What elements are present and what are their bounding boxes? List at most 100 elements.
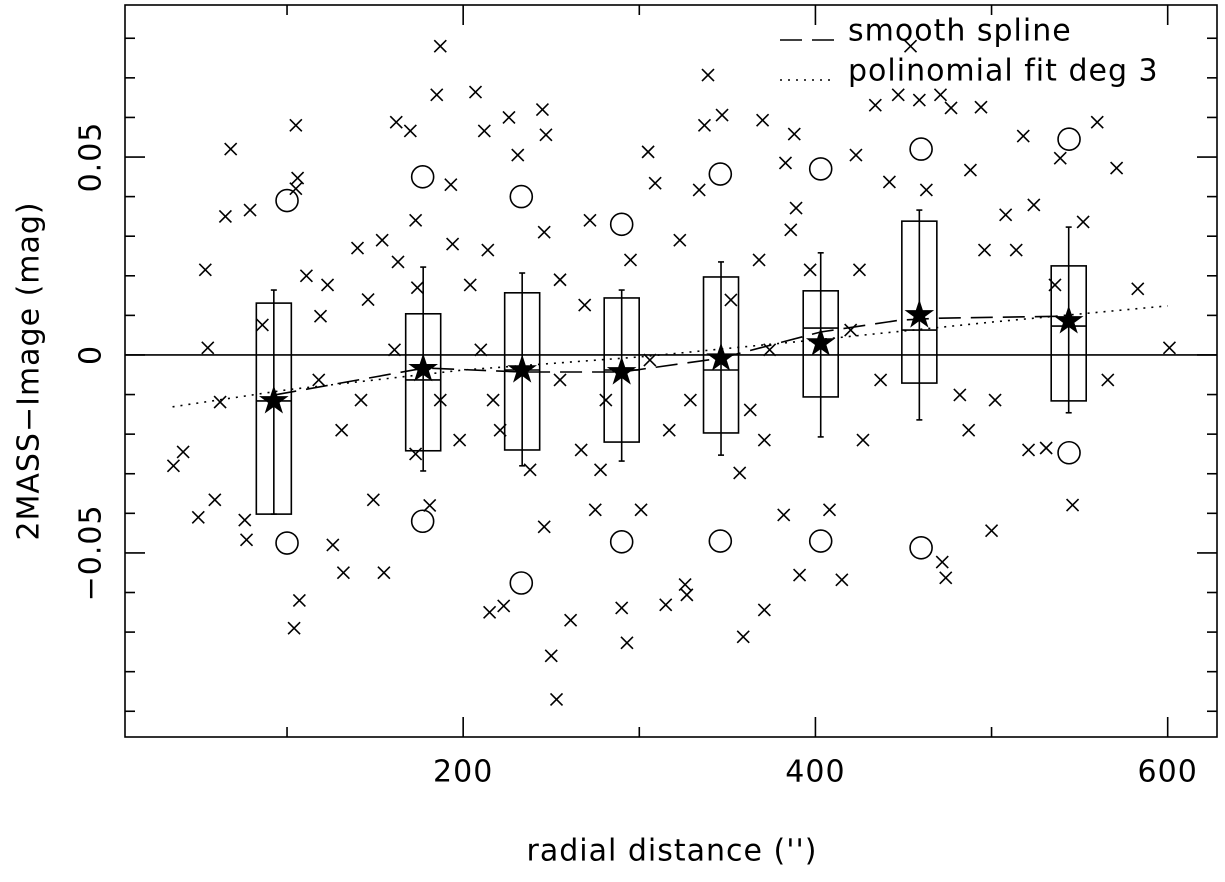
- cross-stroke: [474, 343, 488, 357]
- cross-stroke: [974, 100, 988, 114]
- cross-stroke: [191, 510, 205, 524]
- cross-stroke: [1110, 161, 1124, 175]
- cross-point: [423, 498, 437, 512]
- cross-point: [176, 445, 190, 459]
- cross-stroke: [984, 524, 999, 538]
- cross-stroke: [673, 233, 687, 247]
- cross-point: [477, 124, 491, 138]
- cross-point: [777, 508, 791, 522]
- cross-point: [974, 100, 988, 114]
- cross-stroke: [1101, 373, 1115, 387]
- cross-stroke: [481, 243, 495, 257]
- cross-point: [468, 85, 483, 99]
- cross-stroke: [553, 373, 567, 387]
- cross-point: [701, 68, 715, 82]
- cross-stroke: [320, 278, 335, 292]
- cross-point: [1101, 373, 1115, 387]
- cross-stroke: [874, 373, 888, 387]
- cross-point: [433, 39, 447, 53]
- cross-point: [999, 208, 1013, 222]
- cross-point: [620, 636, 634, 650]
- cross-point: [289, 182, 303, 196]
- cross-point: [1027, 198, 1041, 212]
- cross-stroke: [409, 213, 423, 227]
- cross-point: [715, 108, 729, 122]
- cross-stroke: [822, 503, 837, 517]
- cross-point: [778, 156, 793, 170]
- cross-stroke: [1039, 441, 1053, 455]
- cross-stroke: [430, 88, 444, 102]
- cross-point: [539, 128, 553, 142]
- cross-point: [944, 101, 958, 115]
- cross-point: [683, 393, 697, 407]
- cross-stroke: [757, 433, 771, 447]
- cross-stroke: [444, 178, 458, 192]
- box: [901, 220, 938, 384]
- outlier-point: [275, 531, 299, 555]
- mean-star: [507, 354, 537, 383]
- cross-stroke: [549, 692, 564, 706]
- outlier-point: [609, 530, 634, 554]
- box: [1050, 265, 1087, 402]
- cross-point: [537, 520, 551, 534]
- cross-point: [1076, 215, 1090, 229]
- cross-point: [326, 538, 340, 552]
- cross-stroke: [599, 393, 613, 407]
- cross-stroke: [715, 108, 729, 122]
- cross-stroke: [292, 593, 306, 607]
- cross-stroke: [377, 566, 391, 580]
- cross-stroke: [634, 503, 648, 517]
- cross-point: [662, 423, 676, 437]
- y-tick-label: 0.05: [74, 122, 109, 193]
- cross-point: [919, 183, 933, 197]
- cross-point: [312, 373, 326, 387]
- cross-stroke: [662, 423, 676, 437]
- cross-stroke: [953, 388, 967, 402]
- cross-stroke: [224, 142, 238, 156]
- cross-stroke: [648, 176, 662, 190]
- cross-stroke: [361, 292, 375, 307]
- cross-stroke: [1131, 282, 1145, 296]
- cross-stroke: [1016, 129, 1030, 143]
- cross-point: [852, 263, 867, 277]
- plot-frame: [124, 4, 1218, 738]
- cross-point: [224, 142, 238, 156]
- cross-stroke: [336, 566, 350, 580]
- cross-point: [553, 373, 567, 387]
- cross-stroke: [944, 101, 958, 115]
- cross-stroke: [903, 39, 918, 53]
- cross-stroke: [578, 298, 592, 312]
- cross-stroke: [882, 175, 896, 189]
- cross-point: [793, 568, 807, 582]
- cross-point: [583, 213, 597, 227]
- cross-point: [313, 309, 328, 323]
- cross-stroke: [312, 373, 326, 387]
- cross-stroke: [403, 124, 417, 138]
- cross-point: [483, 605, 497, 619]
- cross-stroke: [891, 88, 905, 102]
- cross-point: [1090, 115, 1104, 129]
- cross-point: [697, 118, 712, 132]
- cross-point: [320, 278, 335, 292]
- cross-stroke: [659, 598, 673, 612]
- x-tick-label: 600: [1138, 755, 1198, 790]
- cross-stroke: [198, 263, 212, 277]
- cross-point: [953, 388, 967, 402]
- cross-stroke: [641, 145, 655, 159]
- cross-stroke: [238, 513, 252, 527]
- cross-stroke: [583, 213, 597, 227]
- cross-stroke: [477, 124, 491, 138]
- outlier-point: [509, 571, 534, 595]
- cross-stroke: [564, 613, 578, 627]
- cross-point: [410, 281, 424, 295]
- cross-point: [291, 171, 305, 185]
- cross-stroke: [778, 156, 793, 170]
- cross-point: [474, 343, 488, 357]
- cross-point: [201, 341, 215, 355]
- cross-stroke: [574, 443, 588, 457]
- cross-point: [502, 110, 516, 124]
- cross-stroke: [299, 269, 313, 283]
- cross-point: [299, 269, 313, 283]
- cross-stroke: [844, 323, 858, 337]
- cross-stroke: [335, 423, 349, 437]
